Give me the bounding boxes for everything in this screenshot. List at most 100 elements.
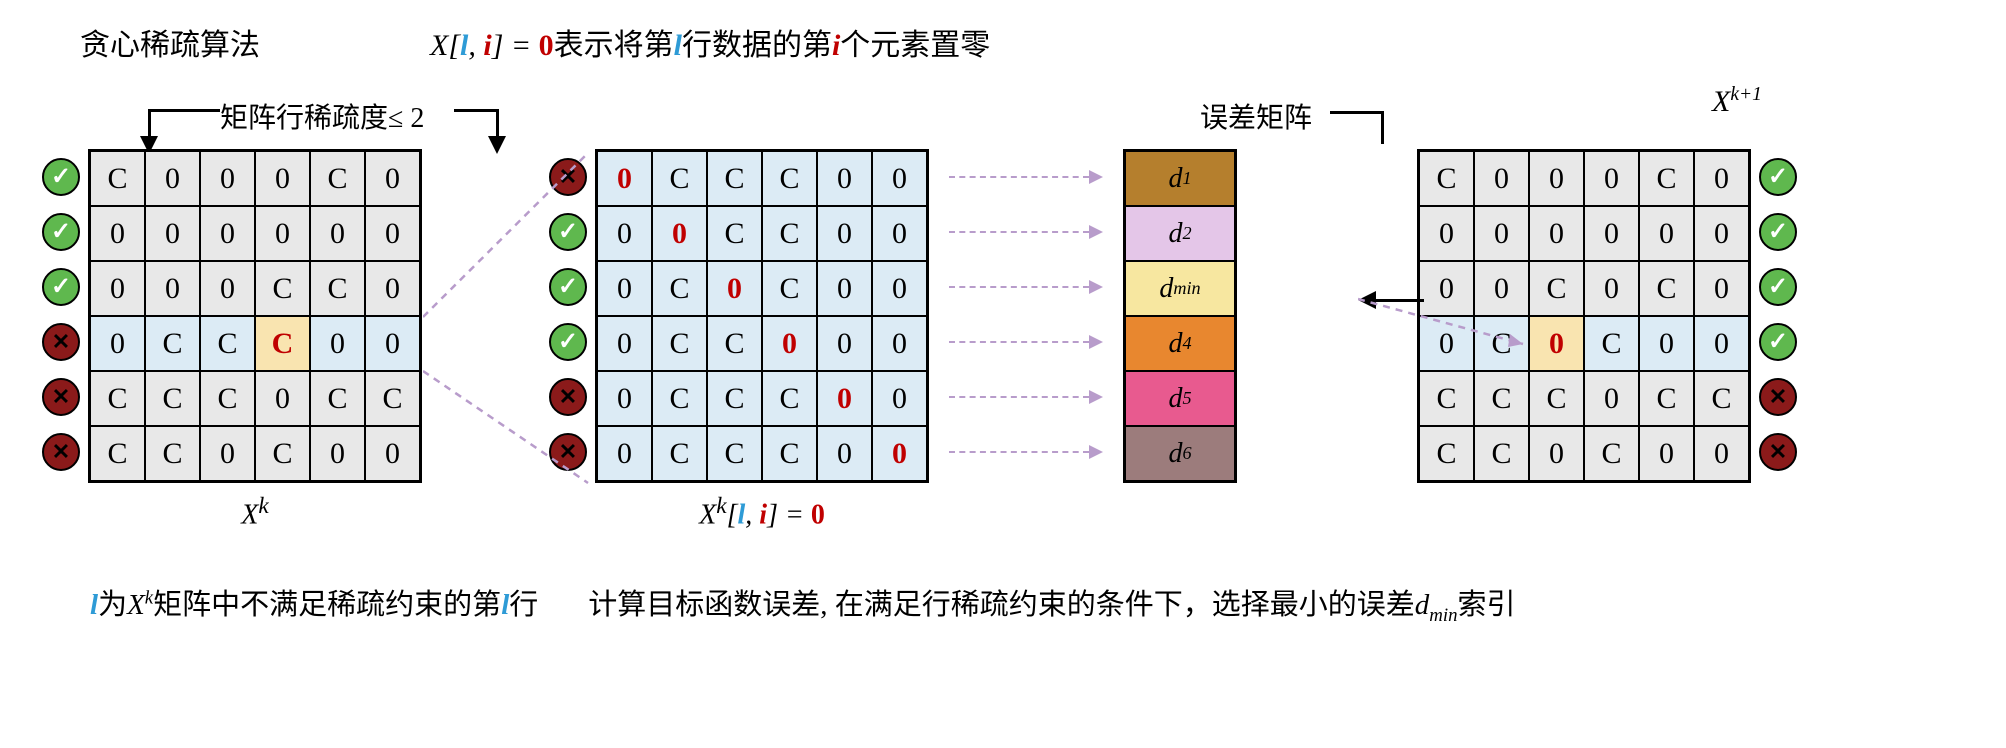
status-cell — [1757, 424, 1799, 479]
error-cell: d6 — [1125, 426, 1235, 481]
header-formula: X[l, i] = 0表示将第l行数据的第i个元素置零 — [430, 20, 990, 64]
matrix-cell: C — [200, 371, 255, 426]
matrix-cell: 0 — [1529, 426, 1584, 481]
dashed-arrow — [949, 369, 1103, 424]
matrix-cell: 0 — [872, 371, 927, 426]
status-col-xk — [40, 149, 82, 479]
dashed-arrow — [949, 149, 1103, 204]
matrix-cell: 0 — [90, 316, 145, 371]
matrix-cell: 0 — [200, 151, 255, 206]
status-cell — [40, 259, 82, 314]
status-cell — [40, 424, 82, 479]
matrix-cell: 0 — [1529, 316, 1584, 371]
status-col-xkli — [547, 149, 589, 479]
matrix-cell: C — [1474, 316, 1529, 371]
matrix-cell: 0 — [365, 206, 420, 261]
status-cell — [40, 204, 82, 259]
matrix-cell: 0 — [1474, 151, 1529, 206]
matrix-cell: 0 — [872, 151, 927, 206]
matrix-cell: 0 — [1474, 261, 1529, 316]
matrix-cell: 0 — [1584, 261, 1639, 316]
matrix-cell: C — [1529, 261, 1584, 316]
matrix-cell: 0 — [365, 151, 420, 206]
matrix-cell: C — [762, 151, 817, 206]
check-icon — [42, 213, 80, 251]
matrix-cell: 0 — [817, 206, 872, 261]
check-icon — [1759, 213, 1797, 251]
matrix-cell: 0 — [872, 316, 927, 371]
matrix-cell: C — [652, 371, 707, 426]
matrix-cell: 0 — [1694, 316, 1749, 371]
caption-xkli: Xk[l, i] = 0 — [595, 493, 929, 531]
error-matrix-label: 误差矩阵 — [1200, 96, 1312, 136]
matrix-cell: C — [90, 426, 145, 481]
dashed-arrow — [949, 259, 1103, 314]
matrix-cell: C — [707, 206, 762, 261]
matrix-cell: C — [1639, 261, 1694, 316]
matrix-cell: 0 — [90, 206, 145, 261]
matrix-cell: 0 — [255, 371, 310, 426]
matrix-cell: 0 — [365, 261, 420, 316]
check-icon — [42, 268, 80, 306]
matrix-cell: 0 — [597, 371, 652, 426]
matrix-cell: C — [707, 151, 762, 206]
cross-icon — [42, 323, 80, 361]
matrix-cell: 0 — [200, 206, 255, 261]
matrix-cell: C — [1694, 371, 1749, 426]
status-cell — [547, 424, 589, 479]
bottom-part1: l为Xk矩阵中不满足稀疏约束的第l行 — [90, 581, 538, 627]
matrix-cell: 0 — [597, 206, 652, 261]
matrix-cell: C — [652, 316, 707, 371]
error-cell: d5 — [1125, 371, 1235, 426]
matrix-cell: 0 — [310, 206, 365, 261]
matrix-cell: C — [310, 151, 365, 206]
matrix-cell: C — [200, 316, 255, 371]
matrix-cell: C — [1584, 316, 1639, 371]
matrix-cell: 0 — [365, 426, 420, 481]
matrix-cell: C — [762, 206, 817, 261]
matrix-cell: C — [255, 261, 310, 316]
matrix-cell: C — [145, 426, 200, 481]
matrix-cell: C — [1419, 151, 1474, 206]
matrix-cell: 0 — [872, 206, 927, 261]
matrix-cell: 0 — [1694, 261, 1749, 316]
matrix-cell: 0 — [255, 206, 310, 261]
arrow-seg — [454, 109, 499, 112]
check-icon — [549, 213, 587, 251]
matrix-cell: C — [707, 426, 762, 481]
matrix-cell: C — [1639, 371, 1694, 426]
matrix-cell: C — [90, 151, 145, 206]
matrix-xk-block: C000C0000000000CC00CCC00CCC0CCCC0C00 Xk — [40, 149, 422, 531]
dashed-arrows-col — [949, 149, 1103, 479]
matrix-cell: 0 — [1419, 261, 1474, 316]
cross-icon — [549, 158, 587, 196]
error-cell: d4 — [1125, 316, 1235, 371]
check-icon — [1759, 323, 1797, 361]
matrix-cell: C — [1474, 371, 1529, 426]
status-cell — [1757, 369, 1799, 424]
cross-icon — [42, 433, 80, 471]
dashed-arrow — [949, 314, 1103, 369]
matrix-cell: C — [145, 371, 200, 426]
matrix-cell: 0 — [597, 316, 652, 371]
matrix-cell: 0 — [817, 151, 872, 206]
matrix-cell: C — [365, 371, 420, 426]
matrix-cell: 0 — [1639, 426, 1694, 481]
matrix-cell: 0 — [817, 371, 872, 426]
dashed-arrow — [949, 204, 1103, 259]
matrix-cell: 0 — [200, 426, 255, 481]
matrix-cell: 0 — [1584, 206, 1639, 261]
matrix-cell: C — [1529, 371, 1584, 426]
dashed-arrow — [949, 424, 1103, 479]
cross-icon — [42, 378, 80, 416]
matrix-cell: 0 — [1694, 206, 1749, 261]
matrix-cell: C — [90, 371, 145, 426]
matrix-cell: 0 — [1419, 316, 1474, 371]
matrix-cell: C — [652, 426, 707, 481]
matrix-cell: C — [762, 426, 817, 481]
matrix-cell: C — [1419, 426, 1474, 481]
matrix-cell: C — [762, 261, 817, 316]
check-icon — [42, 158, 80, 196]
matrix-cell: 0 — [1419, 206, 1474, 261]
matrix-cell: 0 — [762, 316, 817, 371]
